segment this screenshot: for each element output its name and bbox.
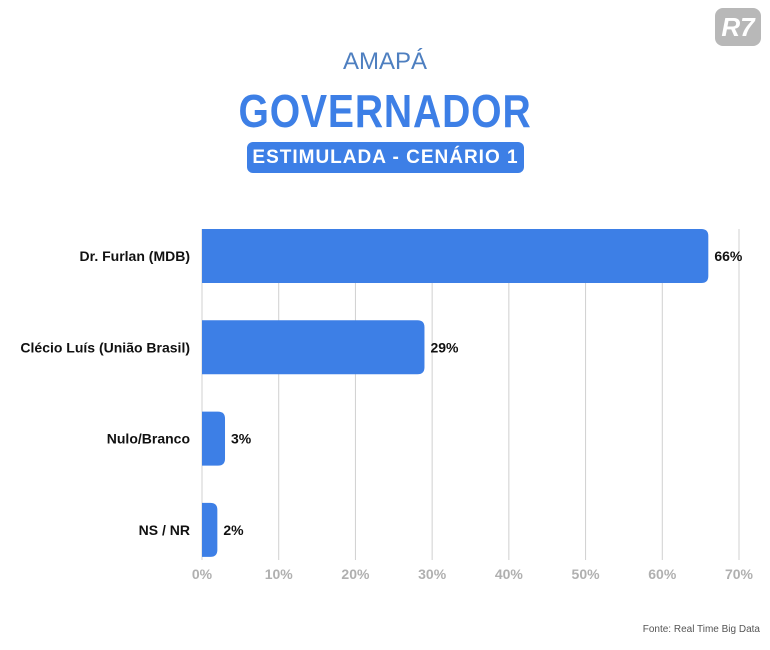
x-tick-label: 20% bbox=[341, 566, 370, 582]
scenario-badge: ESTIMULADA - CENÁRIO 1 bbox=[247, 142, 524, 173]
chart-title: GOVERNADOR bbox=[238, 85, 532, 137]
value-label: 2% bbox=[223, 522, 244, 538]
value-label: 66% bbox=[714, 248, 743, 264]
source-note: Fonte: Real Time Big Data bbox=[642, 624, 760, 635]
bar bbox=[202, 320, 425, 375]
value-label: 3% bbox=[231, 431, 252, 447]
bar bbox=[202, 229, 709, 283]
x-tick-label: 30% bbox=[418, 566, 447, 582]
x-tick-label: 70% bbox=[725, 566, 754, 582]
value-label: 29% bbox=[430, 339, 459, 355]
category-label: NS / NR bbox=[139, 522, 190, 538]
x-tick-label: 40% bbox=[495, 566, 524, 582]
x-tick-label: 60% bbox=[648, 566, 677, 582]
region-label: AMAPÁ bbox=[342, 48, 428, 75]
category-label: Nulo/Branco bbox=[107, 431, 190, 447]
bar bbox=[202, 411, 226, 466]
category-label: Clécio Luís (União Brasil) bbox=[20, 339, 190, 355]
r7-logo: R7 bbox=[715, 8, 761, 46]
category-label: Dr. Furlan (MDB) bbox=[80, 248, 190, 264]
x-tick-label: 50% bbox=[572, 566, 601, 582]
bar bbox=[202, 502, 218, 557]
x-tick-label: 10% bbox=[265, 566, 294, 582]
x-tick-label: 0% bbox=[192, 566, 213, 582]
